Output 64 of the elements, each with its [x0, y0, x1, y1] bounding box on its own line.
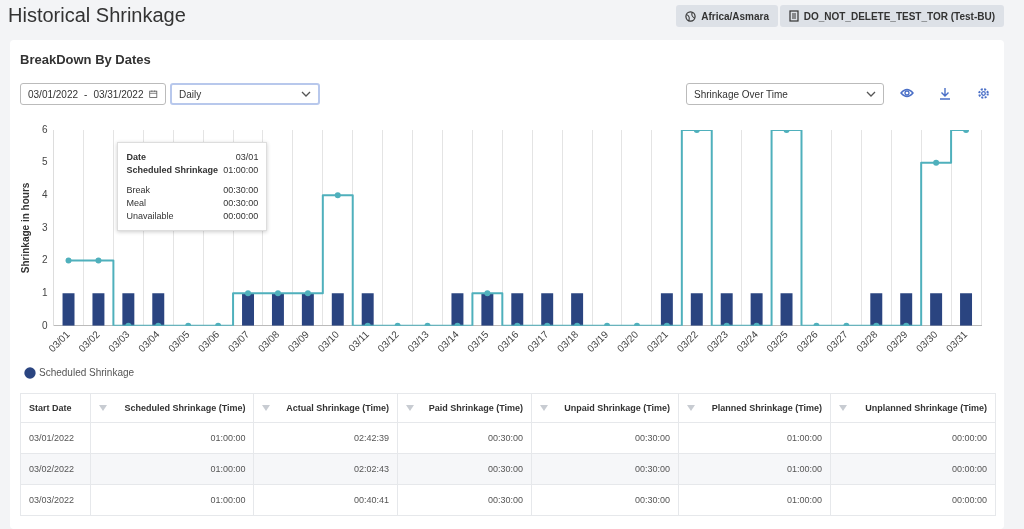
- annotation: Break: [126, 185, 150, 195]
- annotation: 01:00:00: [223, 165, 259, 175]
- text: Planned Shrinkage (Time): [711, 403, 823, 413]
- annotation: 00:00:00: [223, 211, 259, 221]
- text: 03/31/2022: [93, 88, 144, 100]
- text: Daily: [179, 88, 202, 100]
- text: Paid Shrinkage (Time): [428, 403, 524, 413]
- text: Actual Shrinkage (Time): [286, 403, 390, 413]
- point: [65, 257, 72, 264]
- annotation: Unavailable: [126, 211, 174, 221]
- text: 01:00:00: [90, 422, 254, 454]
- text: 02:42:39: [253, 422, 398, 454]
- text: 00:00:00: [830, 484, 996, 516]
- annotation: 00:30:00: [223, 198, 259, 208]
- text: Unplanned Shrinkage (Time): [865, 403, 987, 413]
- point: [484, 290, 491, 297]
- text: 01:00:00: [678, 484, 831, 516]
- text: -: [84, 88, 88, 100]
- annotation: 03/01: [235, 152, 259, 162]
- annotation: Date: [126, 152, 146, 162]
- text: 00:30:00: [397, 453, 532, 485]
- y-tick-label: 0: [42, 319, 48, 331]
- text: 01:00:00: [90, 453, 254, 485]
- y-tick-label: 1: [42, 286, 48, 298]
- point: [274, 290, 281, 297]
- point: [933, 159, 940, 166]
- text: 03/02/2022: [20, 453, 91, 485]
- y-tick-label: 2: [42, 254, 48, 266]
- text: Unpaid Shrinkage (Time): [564, 403, 671, 413]
- text: 00:30:00: [397, 422, 532, 454]
- text: 02:02:43: [253, 453, 398, 485]
- y-tick-label: 6: [42, 123, 48, 135]
- point: [245, 290, 252, 297]
- text: 03/01/2022: [20, 422, 91, 454]
- text: 00:30:00: [397, 484, 532, 516]
- point: [95, 257, 102, 264]
- text: 03/01/2022: [28, 88, 79, 100]
- point: [304, 290, 311, 297]
- text: Start Date: [29, 403, 72, 413]
- text: Africa/Asmara: [701, 10, 769, 22]
- text: 00:00:00: [830, 422, 996, 454]
- chart-title: Historical Shrinkage: [8, 4, 186, 27]
- text: 00:30:00: [531, 422, 679, 454]
- y-tick-label: 3: [42, 221, 48, 233]
- text: 00:00:00: [830, 453, 996, 485]
- text: Shrinkage Over Time: [694, 88, 788, 100]
- y-tick-label: 4: [42, 189, 48, 201]
- legend-label: Scheduled Shrinkage: [39, 366, 135, 378]
- text: DO_NOT_DELETE_TEST_TOR (Test-BU): [803, 10, 995, 22]
- text: 00:40:41: [253, 484, 398, 516]
- text: 01:00:00: [678, 453, 831, 485]
- text: Scheduled Shrinkage (Time): [124, 403, 246, 413]
- y-tick-label: 5: [42, 156, 48, 168]
- text: 01:00:00: [90, 484, 254, 516]
- text: 00:30:00: [531, 484, 679, 516]
- text: 01:00:00: [678, 422, 831, 454]
- chart-subtitle: BreakDown By Dates: [20, 52, 151, 67]
- text: 03/03/2022: [20, 484, 91, 516]
- annotation: Scheduled Shrinkage: [126, 165, 218, 175]
- y-axis-title: Shrinkage in hours: [19, 182, 31, 274]
- annotation: 00:30:00: [223, 185, 259, 195]
- annotation: Meal: [126, 198, 146, 208]
- text: 00:30:00: [531, 453, 679, 485]
- point: [334, 192, 341, 199]
